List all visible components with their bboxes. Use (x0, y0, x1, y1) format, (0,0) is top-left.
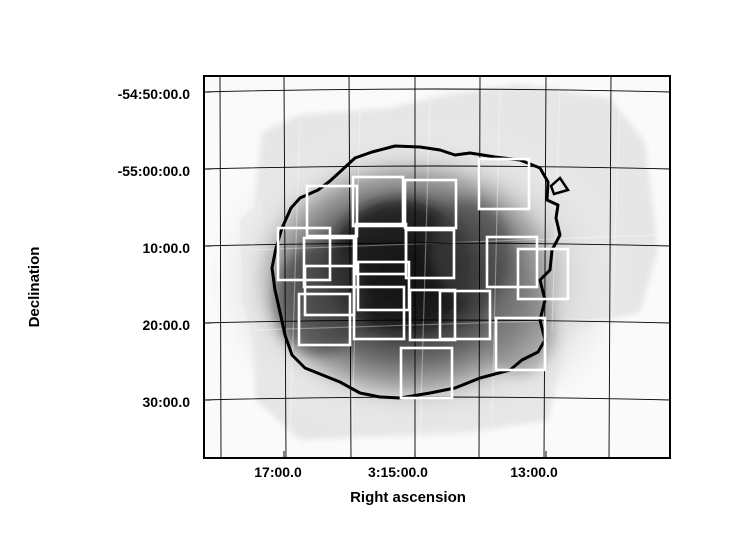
field-box (352, 285, 406, 341)
field-box (485, 235, 539, 289)
y-axis-title: Declination (26, 247, 43, 328)
sky-image (204, 76, 670, 458)
y-tick-label: 10:00.0 (143, 240, 191, 256)
field-box (399, 346, 454, 400)
field-box (403, 178, 458, 230)
x-tick-label: 13:00.0 (510, 464, 558, 480)
contour-outline (270, 144, 562, 400)
y-tick-label: 20:00.0 (143, 317, 191, 333)
field-box (477, 157, 531, 211)
x-tick-label: 17:00.0 (254, 464, 302, 480)
y-tick-label: -54:50:00.0 (118, 86, 191, 102)
field-box (305, 184, 359, 238)
field-box (408, 288, 457, 342)
field-box (351, 175, 405, 228)
x-axis-title: Right ascension (350, 489, 466, 506)
field-box (404, 228, 456, 280)
y-tick-label: -55:00:00.0 (118, 163, 191, 179)
field-box (438, 289, 492, 341)
observation-fields (276, 157, 570, 400)
field-box (297, 292, 352, 347)
x-tick-label: 3:15:00.0 (368, 464, 428, 480)
plot-frame (203, 75, 671, 459)
tick-marks (204, 91, 547, 458)
field-box (516, 247, 570, 301)
field-box (494, 316, 547, 372)
contour-island (549, 176, 570, 196)
y-tick-label: 30:00.0 (143, 394, 191, 410)
field-box (302, 236, 356, 289)
